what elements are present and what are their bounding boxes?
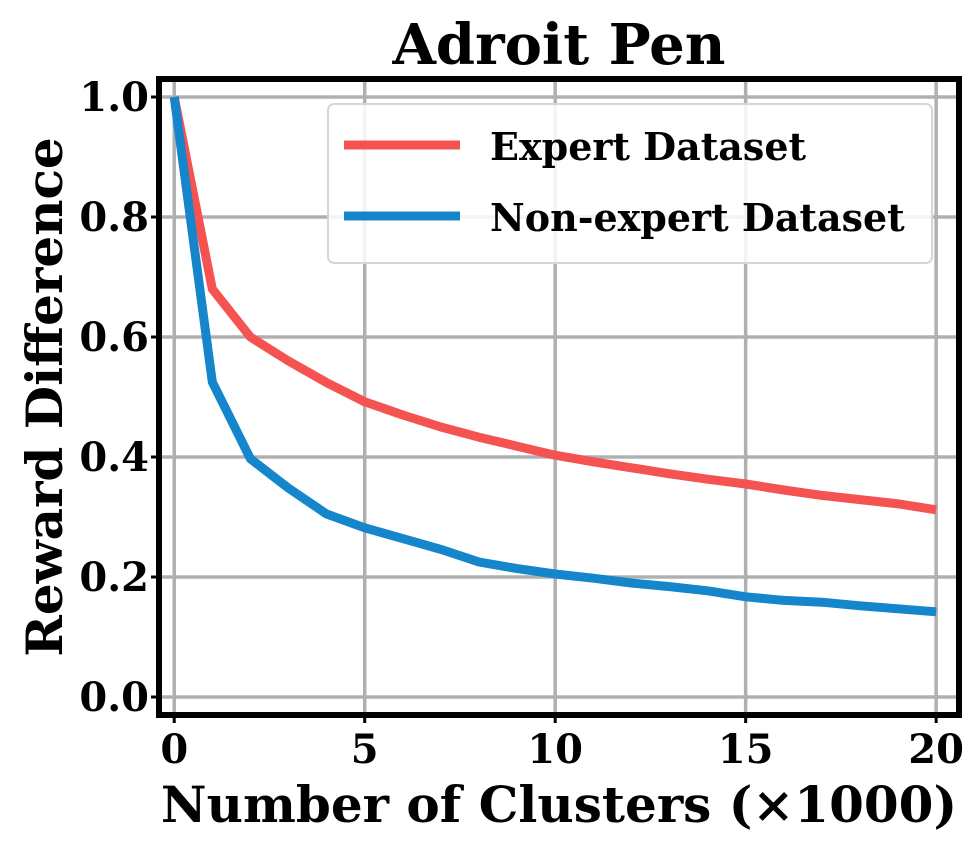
legend-label-expert: Expert Dataset <box>490 124 806 169</box>
y-tick-label: 0.6 <box>79 314 149 361</box>
x-tick-label: 20 <box>908 726 964 773</box>
x-tick-label: 5 <box>351 726 379 773</box>
plot-frame <box>156 76 962 718</box>
series-lines <box>169 96 937 617</box>
x-tick-label: 10 <box>527 726 583 773</box>
y-tick-label: 0.0 <box>79 674 149 721</box>
series-line-non-expert <box>169 96 937 617</box>
y-tick-label: 0.8 <box>79 194 149 241</box>
y-tick-label: 0.4 <box>79 434 149 481</box>
chart-title: Adroit Pen <box>391 12 725 78</box>
y-tick-label: 0.2 <box>79 554 149 601</box>
x-axis-label: Number of Clusters (×1000) <box>161 775 957 834</box>
legend-box <box>327 103 933 264</box>
legend-label-non-expert: Non-expert Dataset <box>490 195 905 240</box>
legend: Expert Dataset Non-expert Dataset <box>327 103 933 264</box>
x-tick-label: 0 <box>160 726 188 773</box>
series-line-expert <box>169 96 937 515</box>
x-tick-label: 15 <box>718 726 774 773</box>
y-axis-label: Reward Difference <box>15 137 74 656</box>
ticks: 0 5 10 15 20 0.0 0.2 0.4 0.6 0.8 1.0 <box>79 74 964 773</box>
y-tick-label: 1.0 <box>79 74 149 121</box>
